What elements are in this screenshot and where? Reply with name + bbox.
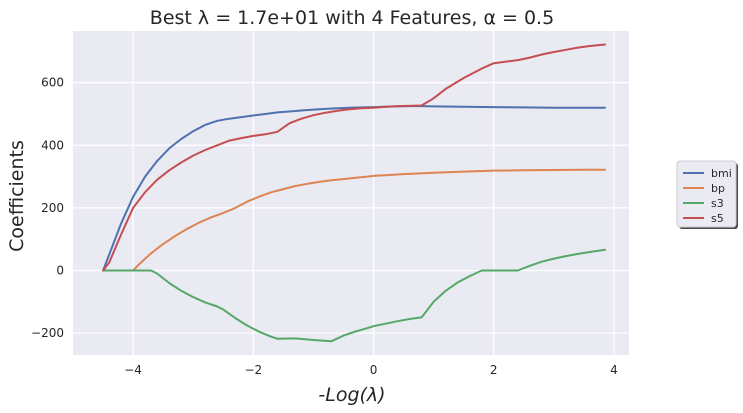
legend-label-s3: s3 [711,197,724,210]
series-lines [102,43,606,343]
legend-label-bp: bp [711,182,725,195]
legend: bmi bp s3 s5 [676,160,738,229]
legend-box [676,160,737,228]
y-axis-label: Coefficients [6,140,28,252]
x-axis-label: -Log(λ) [318,384,385,406]
x-tick-label: 0 [370,363,378,377]
y-tick-labels: −200 0 200 400 600 [31,76,64,340]
y-tick-label: 200 [41,201,64,215]
chart-title: Best λ = 1.7e+01 with 4 Features, α = 0.… [150,7,554,29]
y-tick-label: 600 [41,76,64,90]
series-line-s3 [102,248,606,343]
legend-label-s5: s5 [711,212,724,225]
x-tick-label: 2 [490,363,498,377]
plot-area [73,31,629,355]
legend-label-bmi: bmi [711,167,732,180]
series-line-bp [102,168,606,272]
x-tick-label: −4 [124,363,142,377]
x-tick-labels: −4 −2 0 2 4 [124,363,618,377]
y-tick-label: 400 [41,138,64,152]
y-tick-label: 0 [56,263,64,277]
x-tick-label: 4 [610,363,618,377]
series-line-bmi [102,105,606,272]
y-tick-label: −200 [31,326,64,340]
series-line-s5 [102,43,606,272]
x-tick-label: −2 [244,363,262,377]
